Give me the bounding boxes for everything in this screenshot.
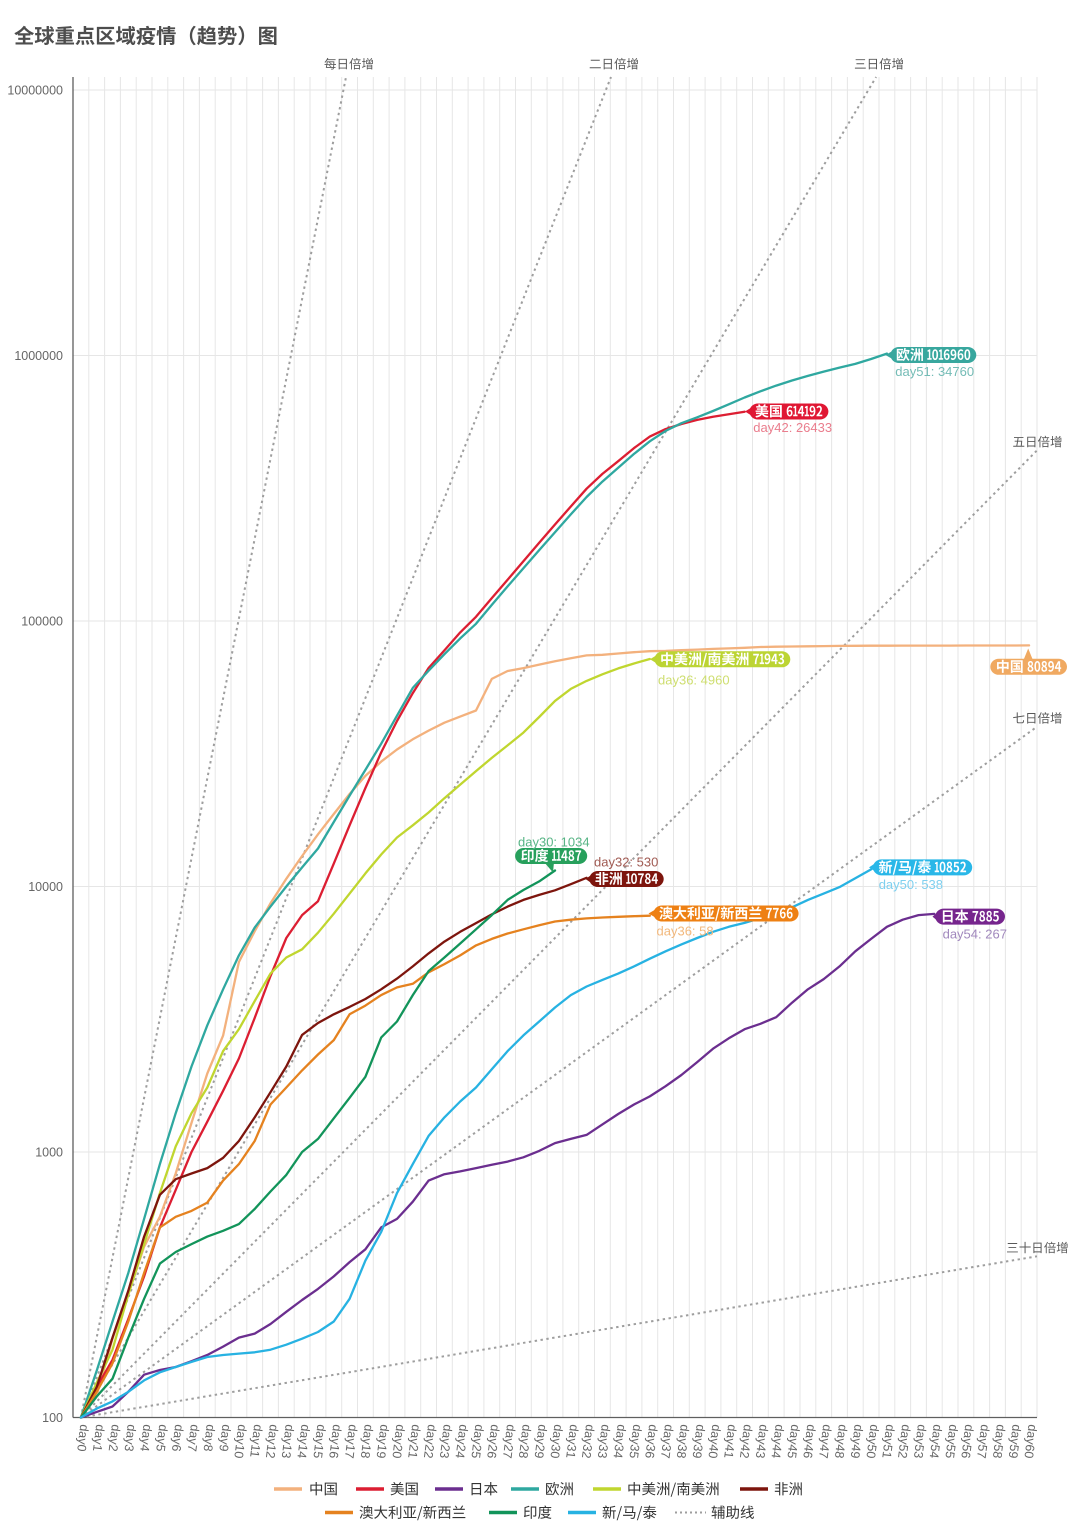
svg-text:day10: day10: [231, 1424, 249, 1460]
svg-text:10000000: 10000000: [7, 84, 63, 98]
svg-text:day13: day13: [279, 1424, 297, 1460]
svg-text:day1: day1: [90, 1424, 107, 1453]
svg-text:day47: day47: [816, 1424, 834, 1460]
svg-text:day46: day46: [800, 1424, 818, 1460]
svg-text:day34: day34: [611, 1424, 629, 1460]
svg-text:day15: day15: [310, 1424, 328, 1460]
svg-text:day36: 4960: day36: 4960: [658, 673, 730, 688]
svg-text:day38: day38: [674, 1424, 692, 1460]
svg-text:day39: day39: [690, 1424, 708, 1460]
svg-text:day56: day56: [958, 1424, 976, 1460]
svg-text:day24: day24: [453, 1424, 471, 1460]
svg-text:day28: day28: [516, 1424, 534, 1460]
svg-text:day19: day19: [374, 1424, 392, 1460]
svg-text:day23: day23: [437, 1424, 455, 1460]
svg-text:day22: day22: [421, 1424, 439, 1460]
svg-text:day30: 1034: day30: 1034: [518, 834, 590, 849]
svg-text:100: 100: [42, 1411, 63, 1425]
svg-text:day33: day33: [595, 1424, 613, 1460]
svg-text:day51: day51: [879, 1424, 897, 1460]
svg-text:day59: day59: [1006, 1424, 1024, 1460]
svg-text:day42: 26433: day42: 26433: [753, 420, 832, 435]
svg-text:day0: day0: [74, 1424, 91, 1453]
svg-text:day21: day21: [405, 1424, 423, 1460]
svg-text:day51: 34760: day51: 34760: [895, 364, 974, 379]
svg-text:day36: day36: [642, 1424, 660, 1460]
svg-text:day50: day50: [863, 1424, 881, 1460]
svg-text:day53: day53: [911, 1424, 929, 1460]
svg-text:day27: day27: [500, 1424, 518, 1460]
svg-text:day6: day6: [169, 1424, 186, 1453]
svg-text:day16: day16: [326, 1424, 344, 1460]
svg-text:10000: 10000: [28, 880, 63, 894]
svg-text:day42: day42: [737, 1424, 755, 1460]
svg-text:day17: day17: [342, 1424, 360, 1460]
svg-text:day5: day5: [153, 1424, 170, 1453]
svg-text:day11: day11: [247, 1424, 265, 1459]
svg-text:day2: day2: [106, 1424, 123, 1453]
svg-text:1000000: 1000000: [14, 349, 63, 363]
svg-text:day45: day45: [784, 1424, 802, 1460]
svg-text:day49: day49: [848, 1424, 866, 1460]
svg-text:day58: day58: [990, 1424, 1008, 1460]
svg-text:day8: day8: [201, 1424, 218, 1453]
svg-text:day30: day30: [547, 1424, 565, 1460]
svg-text:day3: day3: [122, 1424, 139, 1453]
svg-text:day18: day18: [358, 1424, 376, 1460]
svg-text:day12: day12: [263, 1424, 281, 1460]
svg-text:day7: day7: [185, 1424, 202, 1453]
svg-text:day9: day9: [216, 1424, 233, 1453]
svg-text:day31: day31: [563, 1424, 581, 1460]
svg-text:day55: day55: [942, 1424, 960, 1460]
svg-text:day36: 58: day36: 58: [657, 924, 714, 939]
svg-text:day29: day29: [532, 1424, 550, 1460]
svg-text:day44: day44: [769, 1424, 787, 1460]
svg-text:day52: day52: [895, 1424, 913, 1460]
svg-text:day41: day41: [721, 1424, 739, 1460]
svg-text:day54: 267: day54: 267: [943, 927, 1007, 942]
svg-text:day4: day4: [137, 1424, 154, 1453]
svg-text:day20: day20: [389, 1424, 407, 1460]
svg-text:day50: 538: day50: 538: [879, 877, 943, 892]
svg-text:day35: day35: [626, 1424, 644, 1460]
svg-text:day26: day26: [484, 1424, 502, 1460]
svg-text:day14: day14: [294, 1424, 312, 1460]
svg-text:100000: 100000: [21, 615, 63, 629]
svg-text:day43: day43: [753, 1424, 771, 1460]
svg-text:1000: 1000: [35, 1146, 63, 1160]
svg-text:day54: day54: [927, 1424, 945, 1460]
svg-text:day57: day57: [974, 1424, 992, 1460]
svg-text:day32: day32: [579, 1424, 597, 1460]
svg-text:day37: day37: [658, 1424, 676, 1460]
svg-text:day60: day60: [1021, 1424, 1039, 1460]
svg-text:day40: day40: [705, 1424, 723, 1460]
svg-text:day25: day25: [468, 1424, 486, 1460]
svg-text:day48: day48: [832, 1424, 850, 1460]
svg-text:day32: 530: day32: 530: [594, 855, 658, 870]
